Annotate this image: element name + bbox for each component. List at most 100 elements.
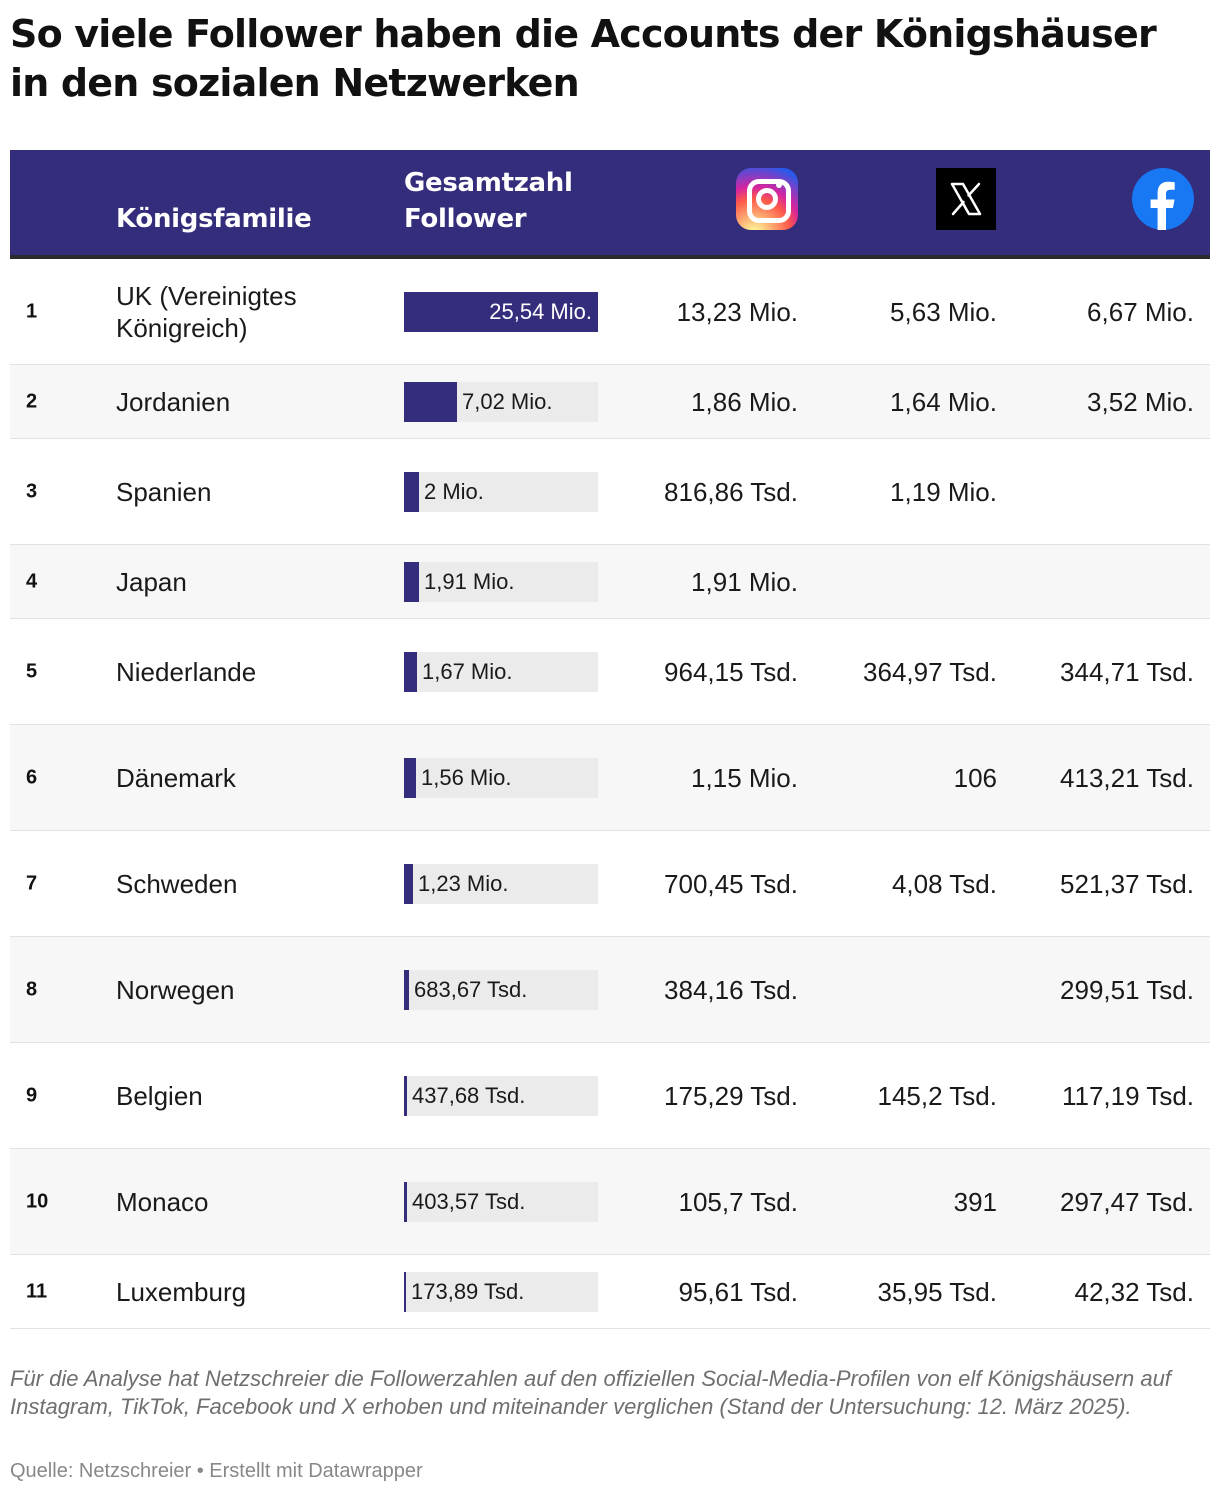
x-value: 391 <box>953 1186 997 1217</box>
total-bar-track: 1,67 Mio. <box>404 651 598 692</box>
total-bar-label: 25,54 Mio. <box>489 298 592 324</box>
x-value: 4,08 Tsd. <box>891 868 997 899</box>
instagram-value: 1,86 Mio. <box>691 386 798 417</box>
facebook-value: 3,52 Mio. <box>1087 386 1194 417</box>
total-bar <box>404 757 416 798</box>
table-row: 3 Spanien 2 Mio. 816,86 Tsd. 1,19 Mio. <box>10 439 1210 545</box>
total-bar-label: 1,56 Mio. <box>421 764 512 790</box>
total-bar-label: 2 Mio. <box>424 478 484 504</box>
total-bar <box>404 561 419 602</box>
total-bar-label: 1,23 Mio. <box>418 870 509 896</box>
x-value: 5,63 Mio. <box>890 296 997 327</box>
facebook-value: 42,32 Tsd. <box>1074 1276 1194 1307</box>
table-row: 5 Niederlande 1,67 Mio. 964,15 Tsd. 364,97 T… <box>10 619 1210 725</box>
row-rank: 3 <box>26 480 38 502</box>
total-bar <box>404 863 413 904</box>
table-row: 1 UK (Vereinigtes Königreich) 25,54 Mio. 13… <box>10 259 1210 365</box>
total-bar-track: 173,89 Tsd. <box>404 1271 598 1312</box>
total-bar-label: 1,91 Mio. <box>424 568 515 594</box>
facebook-value: 344,71 Tsd. <box>1060 656 1194 687</box>
total-bar <box>404 1075 407 1116</box>
instagram-value: 700,45 Tsd. <box>664 868 798 899</box>
row-rank: 1 <box>26 300 38 322</box>
row-rank: 5 <box>26 660 38 682</box>
row-name: Luxemburg <box>116 1276 247 1307</box>
table-body: 1 UK (Vereinigtes Königreich) 25,54 Mio. 13… <box>10 259 1210 1329</box>
instagram-value: 175,29 Tsd. <box>664 1080 798 1111</box>
total-bar-track: 25,54 Mio. <box>404 291 598 332</box>
total-bar-label: 437,68 Tsd. <box>412 1082 526 1108</box>
total-bar-track: 1,56 Mio. <box>404 757 598 798</box>
total-bar <box>404 1181 407 1222</box>
table-row: 6 Dänemark 1,56 Mio. 1,15 Mio. 106 413,21 Tsd… <box>10 725 1210 831</box>
total-bar-track: 437,68 Tsd. <box>404 1075 598 1116</box>
total-bar-track: 1,91 Mio. <box>404 561 598 602</box>
row-name: Dänemark <box>116 762 236 793</box>
x-value: 35,95 Tsd. <box>877 1276 997 1307</box>
row-rank: 7 <box>26 872 38 894</box>
row-rank: 10 <box>26 1190 49 1212</box>
table-row: 11 Luxemburg 173,89 Tsd. 95,61 Tsd. 35,95 Ts… <box>10 1255 1210 1329</box>
header-total: Gesamtzahl Follower <box>404 165 573 237</box>
total-bar-track: 683,67 Tsd. <box>404 969 598 1010</box>
header-name: Königsfamilie <box>116 204 312 234</box>
facebook-value: 299,51 Tsd. <box>1060 974 1194 1005</box>
instagram-icon <box>736 168 798 230</box>
row-name: Spanien <box>116 476 212 507</box>
row-rank: 8 <box>26 978 38 1000</box>
instagram-value: 105,7 Tsd. <box>678 1186 798 1217</box>
total-bar-track: 1,23 Mio. <box>404 863 598 904</box>
row-name: Jordanien <box>116 386 231 417</box>
row-name: Japan <box>116 566 187 597</box>
x-value: 106 <box>953 762 997 793</box>
row-name: Belgien <box>116 1080 203 1111</box>
instagram-value: 816,86 Tsd. <box>664 476 798 507</box>
x-value: 1,19 Mio. <box>890 476 997 507</box>
row-rank: 4 <box>26 570 38 592</box>
facebook-icon <box>1132 168 1194 230</box>
facebook-value: 521,37 Tsd. <box>1060 868 1194 899</box>
instagram-value: 1,15 Mio. <box>691 762 798 793</box>
row-rank: 6 <box>26 766 38 788</box>
total-bar <box>404 381 457 422</box>
total-bar-label: 173,89 Tsd. <box>411 1278 525 1304</box>
total-bar-label: 1,67 Mio. <box>422 658 513 684</box>
source-line: Quelle: Netzschreier • Erstellt mit Data… <box>10 1460 423 1482</box>
row-name: UK (Vereinigtes Königreich) <box>116 280 297 343</box>
instagram-value: 95,61 Tsd. <box>678 1276 798 1307</box>
facebook-value: 117,19 Tsd. <box>1061 1080 1194 1111</box>
total-bar <box>404 471 419 512</box>
table-row: 4 Japan 1,91 Mio. 1,91 Mio. <box>10 545 1210 619</box>
total-bar <box>404 291 598 332</box>
table-row: 10 Monaco 403,57 Tsd. 105,7 Tsd. 391 297,47 T… <box>10 1149 1210 1255</box>
total-bar-label: 7,02 Mio. <box>462 388 553 414</box>
total-bar <box>404 651 417 692</box>
footnote: Für die Analyse hat Netzschreier die Fol… <box>10 1366 1171 1419</box>
table-row: 8 Norwegen 683,67 Tsd. 384,16 Tsd. 299,51 Ts… <box>10 937 1210 1043</box>
instagram-value: 13,23 Mio. <box>676 296 798 327</box>
table-row: 9 Belgien 437,68 Tsd. 175,29 Tsd. 145,2 Tsd.… <box>10 1043 1210 1149</box>
row-rank: 2 <box>26 390 38 412</box>
facebook-value: 6,67 Mio. <box>1087 296 1194 327</box>
total-bar-track: 7,02 Mio. <box>404 381 598 422</box>
row-name: Schweden <box>116 868 238 899</box>
row-rank: 9 <box>26 1084 38 1106</box>
row-name: Monaco <box>116 1186 209 1217</box>
facebook-value: 413,21 Tsd. <box>1060 762 1194 793</box>
facebook-value: 297,47 Tsd. <box>1060 1186 1194 1217</box>
followers-table: Königsfamilie Gesamtzahl Follower 1 UK (V… <box>10 150 1210 1329</box>
chart-title: So viele Follower haben die Accounts der… <box>10 12 1157 105</box>
row-rank: 11 <box>26 1280 48 1302</box>
table-header: Königsfamilie Gesamtzahl Follower <box>10 150 1210 259</box>
row-name: Norwegen <box>116 974 235 1005</box>
total-bar-label: 403,57 Tsd. <box>412 1188 526 1214</box>
total-bar-label: 683,67 Tsd. <box>414 976 528 1002</box>
x-value: 1,64 Mio. <box>890 386 997 417</box>
total-bar <box>404 969 409 1010</box>
header-total-line2: Follower <box>404 204 527 234</box>
x-value: 145,2 Tsd. <box>877 1080 997 1111</box>
header-total-line1: Gesamtzahl <box>404 168 573 198</box>
x-icon <box>936 168 996 230</box>
instagram-value: 384,16 Tsd. <box>664 974 798 1005</box>
total-bar-track: 2 Mio. <box>404 471 598 512</box>
